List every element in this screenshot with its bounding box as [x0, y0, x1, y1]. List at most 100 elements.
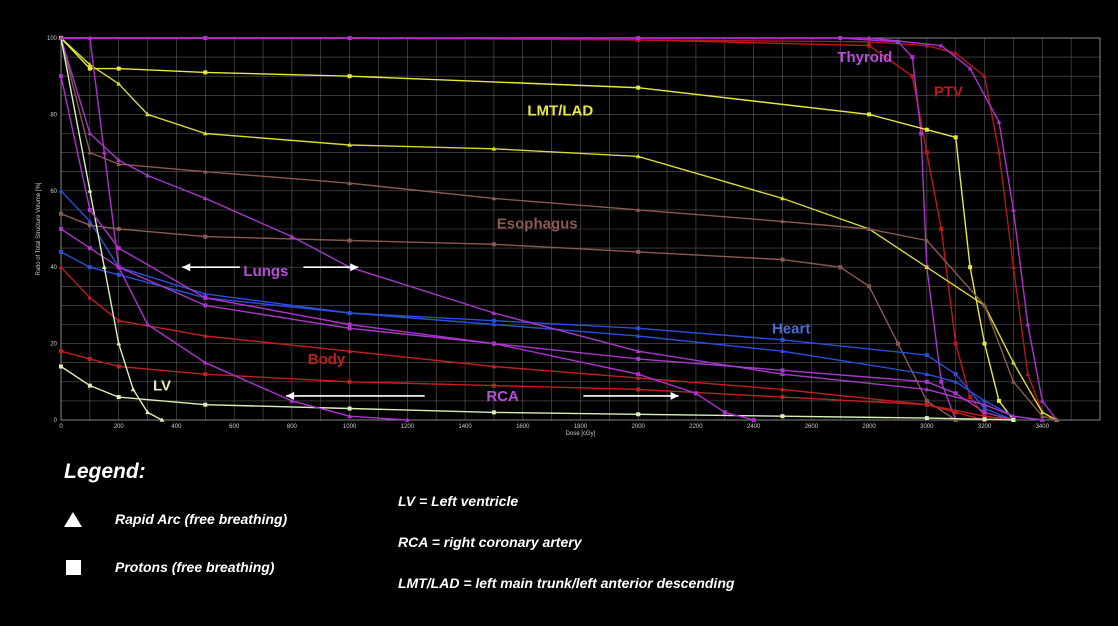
data-point-square [996, 398, 1001, 403]
data-point-triangle [87, 62, 93, 67]
data-point-triangle [202, 130, 208, 136]
dvh-chart: 0 200 400 600 800 1000 1200 1400 1600 1800 2000 220… [8, 8, 1110, 618]
data-point-square [867, 112, 872, 117]
data-point-triangle [866, 35, 872, 40]
data-point-square [59, 349, 63, 354]
data-point-square [87, 207, 92, 212]
data-point-triangle [347, 348, 353, 354]
data-point-triangle [780, 386, 785, 392]
data-point-triangle [116, 157, 122, 163]
line-rca-protons [60, 76, 754, 421]
data-point-triangle [1011, 360, 1016, 365]
data-point-triangle [145, 321, 150, 327]
data-point-triangle [982, 302, 987, 308]
arrow-lungs [182, 263, 240, 272]
line-heart-protons [60, 251, 1014, 421]
data-point-square [780, 257, 785, 262]
data-point-triangle [491, 321, 497, 327]
data-point-triangle [953, 379, 959, 384]
data-point-triangle [1011, 379, 1016, 384]
data-point-triangle [116, 318, 122, 323]
x-tick-label: 2200 [689, 424, 703, 430]
data-point-square [780, 414, 785, 419]
data-point-square [203, 372, 208, 377]
data-point-square [347, 36, 352, 40]
data-point-triangle [938, 43, 944, 48]
data-point-square [347, 379, 352, 384]
data-point-square [636, 85, 641, 90]
data-point-square [203, 295, 208, 300]
data-point-triangle [101, 264, 107, 269]
arrow-rca [286, 391, 425, 400]
data-point-triangle [116, 341, 122, 346]
data-point-square [347, 311, 352, 316]
data-point-square [838, 265, 843, 270]
data-point-triangle [145, 409, 150, 415]
data-point-square [116, 364, 121, 369]
data-point-square [116, 246, 121, 251]
x-tick-label: 0 [59, 424, 63, 430]
data-point-square [87, 246, 92, 251]
label-heart: Heart [772, 320, 810, 337]
data-point-square [59, 364, 63, 369]
y-tick-label: 40 [50, 265, 57, 271]
data-point-square [910, 74, 915, 79]
data-point-triangle [116, 161, 122, 166]
data-point-triangle [145, 111, 150, 117]
data-point-square [347, 74, 352, 79]
series-esophagus-rapid-arc [58, 35, 1060, 422]
series-esophagus-protons [59, 211, 958, 422]
data-point-square [982, 417, 987, 422]
data-point-triangle [159, 417, 165, 422]
data-point-triangle [866, 226, 872, 231]
x-tick-label: 1200 [401, 424, 415, 430]
data-point-triangle [347, 142, 353, 147]
data-point-triangle [982, 73, 987, 78]
label-esophagus: Esophagus [497, 215, 578, 232]
data-point-square [116, 272, 121, 277]
data-point-square [203, 303, 208, 308]
data-point-square [347, 406, 352, 411]
data-point-square [924, 398, 929, 403]
x-tick-label: 1000 [343, 424, 357, 430]
data-point-square [59, 227, 63, 231]
x-tick-label: 2800 [862, 424, 876, 430]
data-point-square [491, 242, 496, 247]
data-point-square [924, 402, 929, 407]
data-point-triangle [202, 195, 208, 201]
x-tick-label: 3200 [978, 424, 992, 430]
y-axis-label: Ratio of Total Structure Volume [%] [36, 182, 42, 275]
line-lungs-rapid-arc [60, 37, 1043, 421]
data-point-triangle [996, 150, 1002, 155]
data-point-triangle [924, 371, 930, 376]
x-tick-label: 400 [171, 424, 182, 430]
data-point-square [116, 66, 121, 71]
data-point-triangle [996, 119, 1002, 124]
series-lv-protons [59, 364, 1016, 422]
data-point-square [636, 372, 641, 377]
data-point-triangle [635, 375, 641, 380]
data-point-triangle [1025, 321, 1031, 327]
data-point-triangle [58, 264, 64, 269]
data-point-triangle [347, 413, 353, 418]
arrows-group [182, 263, 679, 400]
x-tick-label: 3400 [1036, 424, 1050, 430]
arrow-lungs [303, 263, 359, 272]
data-point-square [939, 227, 944, 231]
data-point-triangle [202, 291, 208, 296]
data-point-triangle [58, 188, 64, 193]
data-point-square [203, 402, 208, 407]
data-point-triangle [1039, 413, 1045, 418]
data-point-triangle [1025, 371, 1031, 376]
series-group [58, 35, 1060, 422]
data-point-square [895, 39, 900, 44]
x-tick-label: 1600 [516, 424, 530, 430]
label-thyroid: Thyroid [837, 49, 892, 66]
data-point-square [116, 227, 121, 231]
data-point-triangle [780, 195, 785, 201]
data-point-triangle [87, 295, 93, 300]
data-point-square [87, 383, 92, 388]
data-point-triangle [87, 218, 93, 224]
data-point-square [59, 211, 63, 216]
y-tick-label: 20 [50, 342, 57, 348]
